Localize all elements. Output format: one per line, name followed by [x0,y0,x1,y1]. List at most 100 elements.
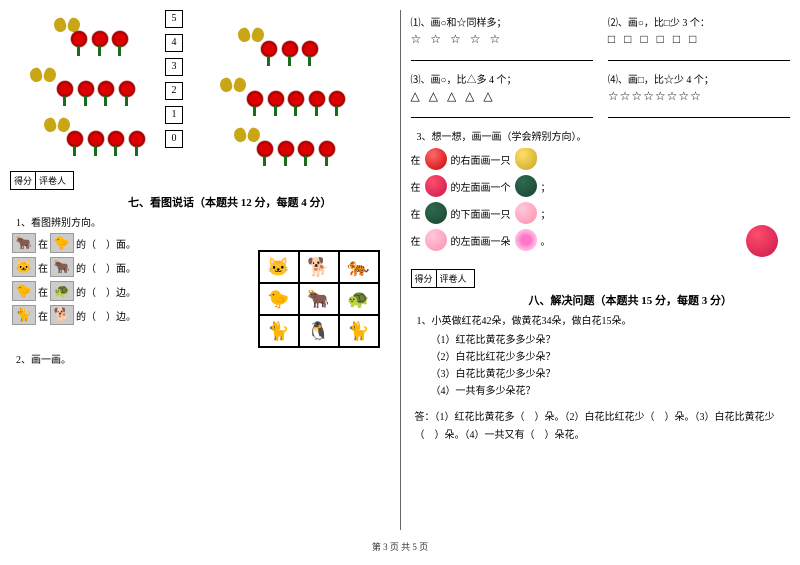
txt: 。 [541,233,551,248]
q3-title: 3、想一想，画一画（学会辨别方向）。 [417,128,791,143]
flower-icon [260,40,278,58]
num-box: 0 [165,130,183,148]
flower-row [260,40,319,61]
sub-item: （4）一共有多少朵花？ [431,382,791,397]
answer-line[interactable] [411,107,593,118]
txt: 在 [38,308,48,323]
animal-icon: 🐈 [12,305,36,325]
fruit-list: 在 的右面画一只 在 的左面画一个 ； 在 的下面画一只 ； 在 [411,148,791,251]
flower-icon [118,80,136,98]
melon-icon [515,175,537,197]
q7-2: 2、画一画。 [16,351,390,366]
peach-icon [425,229,447,251]
butterfly-icon [220,78,246,98]
grid-cell: 🐈 [259,315,299,347]
flower-icon [267,90,285,108]
num-box: 2 [165,82,183,100]
star-row: ☆ ☆ ☆ ☆ ☆ [411,32,593,47]
answer-line[interactable] [608,107,790,118]
dir-row: 🐱 在 🐂 的（ ）面。 [10,257,210,277]
txt: 的（ ）面。 [76,236,136,251]
answer-line[interactable] [411,50,593,61]
flower-row [70,30,129,51]
txt: 的（ ）边。 [76,284,136,299]
pear-icon [515,148,537,170]
apple-icon [425,148,447,170]
peach-icon [515,202,537,224]
flower-icon [246,90,264,108]
score-box: 得分 评卷人 [411,269,475,288]
flower-icon [77,80,95,98]
flower-icon [308,90,326,108]
txt: 的左面画一个 [451,179,511,194]
score-box: 得分 评卷人 [10,171,74,190]
score-label: 得分 [412,270,437,287]
triangle-row: △ △ △ △ △ [411,89,593,104]
flower-icon [87,130,105,148]
animal-icon: 🐤 [50,233,74,253]
sub-item: （2）白花比红花少多少朵？ [431,348,791,363]
grid-cell: 🐅 [339,251,379,283]
fruit-row: 在 的左面画一朵 。 [411,229,791,251]
txt: 的（ ）边。 [76,308,136,323]
answer-line[interactable] [608,50,790,61]
flower-icon [91,30,109,48]
flower-icon [66,130,84,148]
answer-text: 答：（1）红花比黄花多（ ）朵。（2）白花比红花少（ ）朵。（3）白花比黄花少（… [415,409,787,445]
txt: 在 [38,284,48,299]
flower-pink-icon [515,229,537,251]
melon-icon [425,202,447,224]
star-row: ☆☆☆☆☆☆☆☆ [608,89,790,104]
flower-icon [97,80,115,98]
right-column: ⑴、画○和☆同样多； ☆ ☆ ☆ ☆ ☆ ⑵、画○，比□少 3 个： □ □ □… [401,0,800,540]
subq-title: ⑴、画○和☆同样多； [411,14,593,29]
page: 5 4 3 2 1 0 [0,0,800,540]
txt: 的右面画一只 [451,152,511,167]
flower-row [256,140,336,161]
flower-row [56,80,136,101]
grid-cell: 🐂 [299,283,339,315]
q8-sublist: （1）红花比黄花多多少朵？ （2）白花比红花少多少朵？ （3）白花比黄花少多少朵… [431,331,791,397]
grid-cell: 🐤 [259,283,299,315]
fruit-row: 在 的左面画一个 ； [411,175,791,197]
flower-icon [328,90,346,108]
txt: 在 [411,152,421,167]
shape-row-2: ⑶、画○，比△多 4 个； △ △ △ △ △ ⑷、画□，比☆少 4 个； ☆☆… [411,71,791,124]
dir-row: 🐤 在 🐢 的（ ）边。 [10,281,210,301]
q7-1: 1、看图辨别方向。 [16,214,390,229]
subq-1: ⑴、画○和☆同样多； ☆ ☆ ☆ ☆ ☆ [411,14,593,67]
animal-icon: 🐱 [12,257,36,277]
flower-icon [128,130,146,148]
txt: ； [541,179,551,194]
flower-icon [70,30,88,48]
butterfly-icon [30,68,56,88]
txt: 的下面画一只 [451,206,511,221]
fruit-row: 在 的下面画一只 ； [411,202,791,224]
q8-1: 1、小英做红花42朵，做黄花34朵，做白花15朵。 [417,312,791,327]
flower-row [66,130,146,151]
flower-icon [56,80,74,98]
num-box: 1 [165,106,183,124]
num-box: 5 [165,10,183,28]
grid-cell: 🐢 [339,283,379,315]
square-row: □ □ □ □ □ □ [608,32,790,47]
subq-title: ⑵、画○，比□少 3 个： [608,14,790,29]
matching-figure: 5 4 3 2 1 0 [10,10,370,165]
flower-icon [301,40,319,58]
animal-icon: 🐢 [50,281,74,301]
grid-cell: 🐈 [339,315,379,347]
subq-4: ⑷、画□，比☆少 4 个； ☆☆☆☆☆☆☆☆ [608,71,790,124]
radish-icon [425,175,447,197]
fruit-row: 在 的右面画一只 [411,148,791,170]
subq-2: ⑵、画○，比□少 3 个： □ □ □ □ □ □ [608,14,790,67]
flower-icon [297,140,315,158]
txt: 在 [38,260,48,275]
txt: 在 [411,179,421,194]
page-footer: 第 3 页 共 5 页 [0,540,800,553]
sub-item: （1）红花比黄花多多少朵？ [431,331,791,346]
animal-icon: 🐂 [12,233,36,253]
txt: 在 [411,233,421,248]
flower-icon [287,90,305,108]
subq-title: ⑷、画□，比☆少 4 个； [608,71,790,86]
subq-title: ⑶、画○，比△多 4 个； [411,71,593,86]
